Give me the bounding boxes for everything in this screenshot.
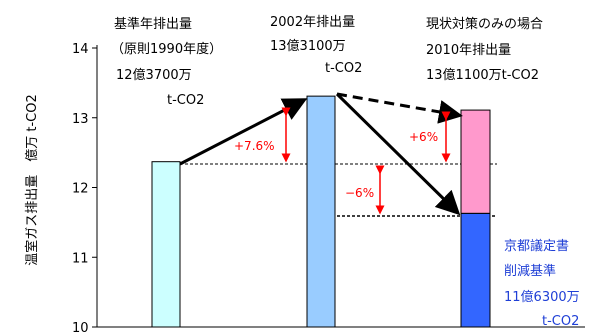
base-label-3: 12億3700万 <box>116 67 192 83</box>
arrow-up-icon <box>179 98 308 166</box>
pct-6-label: +6% <box>409 130 438 144</box>
y2002-annotation: 2002年排出量 13億3100万 t-CO2 <box>270 15 362 76</box>
y2002-label-3: t-CO2 <box>325 61 362 76</box>
arrow-dashed-icon <box>336 92 463 124</box>
bar-reduction-gap <box>460 109 491 214</box>
y2002-label-2: 13億3100万 <box>270 38 346 54</box>
base-label-1: 基準年排出量 <box>114 16 192 32</box>
kyoto-label-1: 京都議定書 <box>504 239 569 254</box>
kyoto-annotation: 京都議定書 削減基準 11億6300万 t-CO2 <box>504 239 580 329</box>
y-ticks: 10 11 12 13 14 <box>72 42 97 334</box>
current-label-1: 現状対策のみの場合 <box>426 16 543 32</box>
y-tick-label: 11 <box>72 251 89 266</box>
kyoto-label-3: 11億6300万 <box>504 289 580 305</box>
current-annotation: 現状対策のみの場合 2010年排出量 13億1100万t-CO2 <box>426 16 543 83</box>
current-label-2: 2010年排出量 <box>426 43 511 58</box>
current-label-3: 13億1100万t-CO2 <box>426 67 539 83</box>
bar-2002 <box>306 95 336 328</box>
y-tick-label: 14 <box>72 42 89 57</box>
base-label-2: （原則1990年度） <box>111 41 222 57</box>
arrow-down-icon <box>335 92 461 216</box>
y-axis-label: 温室ガス排出量 億万 t-CO2 <box>24 94 40 266</box>
y-tick-label: 12 <box>72 182 89 197</box>
kyoto-label-4: t-CO2 <box>542 314 579 329</box>
bar-kyoto-target <box>460 212 491 328</box>
y2002-label-1: 2002年排出量 <box>270 15 355 30</box>
pct-up-label: +7.6% <box>234 139 275 153</box>
kyoto-label-2: 削減基準 <box>504 263 556 279</box>
bar-base <box>151 161 181 328</box>
y-tick-label: 13 <box>72 112 89 127</box>
y-tick-label: 10 <box>72 321 89 334</box>
base-label-4: t-CO2 <box>167 93 204 108</box>
pct-down-label: −6% <box>345 186 374 200</box>
base-annotation: 基準年排出量 （原則1990年度） 12億3700万 t-CO2 <box>111 16 222 108</box>
